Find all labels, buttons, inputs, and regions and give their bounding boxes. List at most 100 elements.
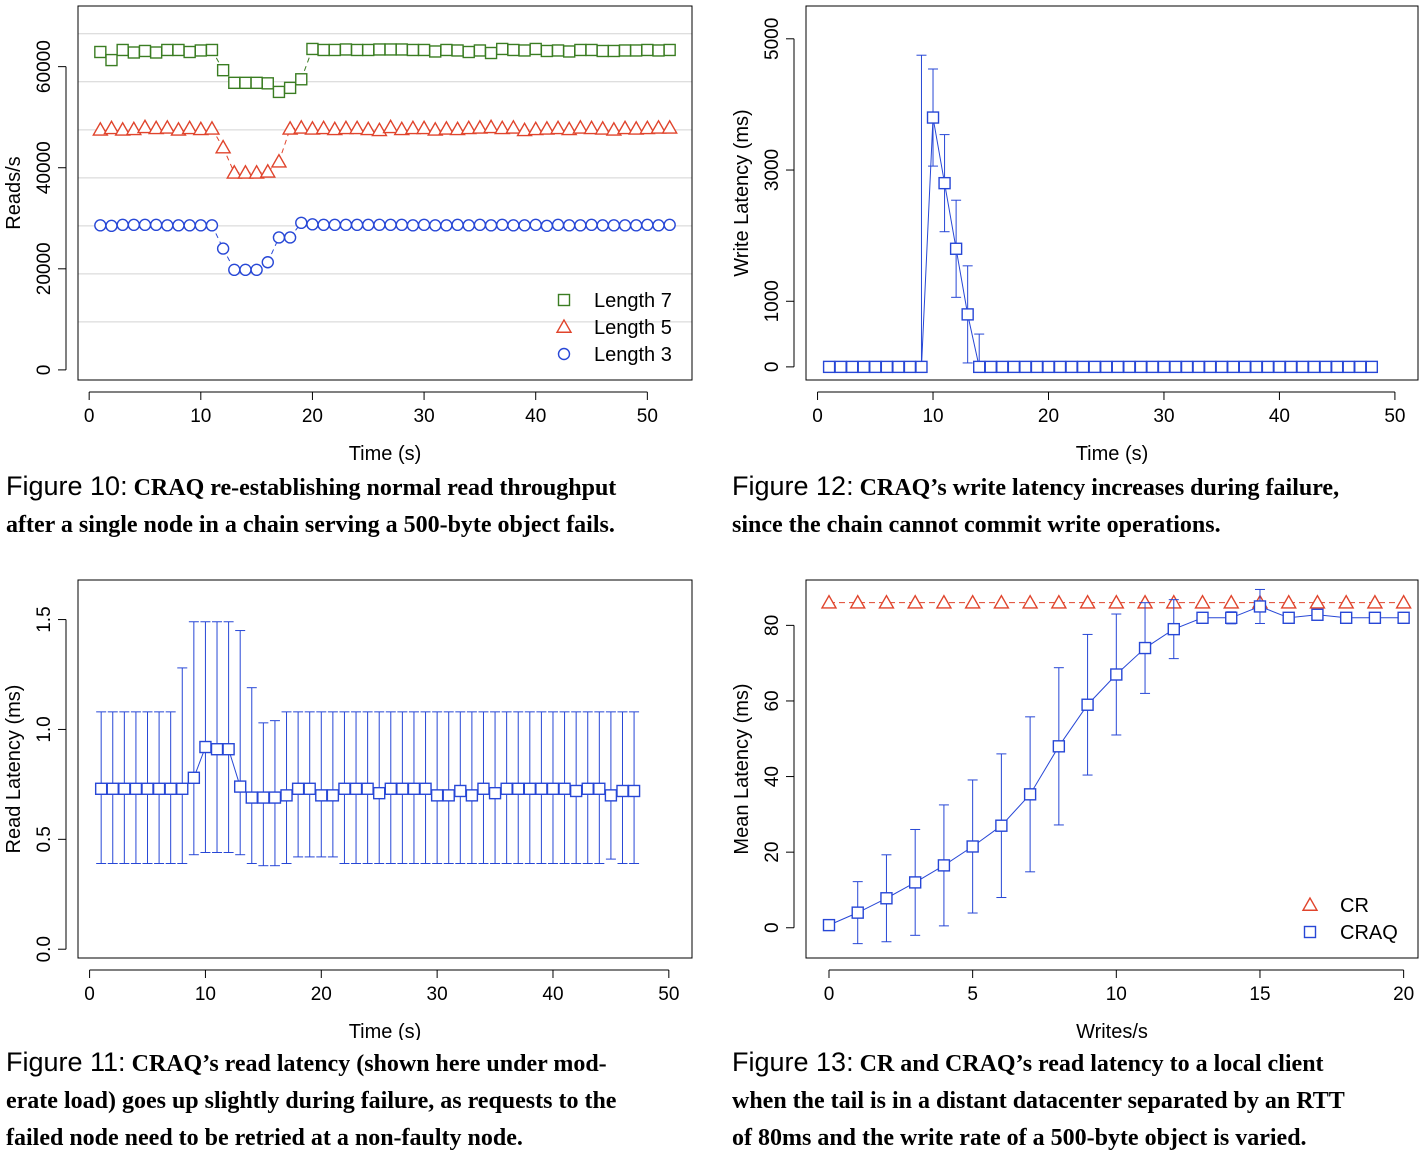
data-point (938, 176, 951, 190)
data-point (869, 360, 882, 374)
data-point (516, 121, 533, 137)
data-point (583, 119, 600, 135)
data-point (1088, 360, 1101, 374)
data-point (295, 73, 308, 86)
data-point (105, 53, 118, 67)
data-point (505, 119, 522, 134)
caption-line: CRAQ’s read latency (shown here under mo… (131, 1051, 607, 1077)
data-point (540, 219, 554, 233)
data-point (650, 119, 667, 134)
data-point (283, 81, 297, 95)
data-point (1065, 360, 1078, 374)
data-point (661, 119, 678, 134)
data-point (1157, 360, 1171, 374)
data-point (1282, 611, 1295, 624)
y-axis-label: Write Latency (ms) (731, 109, 753, 276)
data-point (261, 77, 274, 90)
series-line (829, 117, 1372, 368)
data-point (1123, 360, 1136, 374)
data-point (1273, 360, 1286, 374)
data-point (618, 219, 632, 232)
x-tick-label: 40 (525, 406, 546, 427)
data-point (604, 789, 618, 802)
plot-frame (77, 5, 693, 381)
data-point (181, 119, 198, 135)
data-point (1138, 641, 1152, 655)
data-point (473, 44, 487, 57)
x-tick-label: 20 (1393, 984, 1414, 1005)
data-point (149, 218, 163, 232)
data-point (1111, 360, 1124, 374)
data-point (348, 119, 366, 135)
data-point (248, 164, 265, 179)
x-tick-label: 20 (311, 984, 332, 1005)
data-point (114, 121, 131, 136)
data-point (127, 218, 141, 232)
x-tick-label: 5 (967, 984, 978, 1005)
data-point (362, 43, 375, 57)
data-point (663, 43, 676, 57)
data-point (926, 111, 940, 124)
figure-12-chart: 0 10 20 30 40 50 Time (s) 0 1000 3000 5000 Write La… (731, 5, 1419, 465)
y-tick-label: 0.5 (34, 826, 55, 852)
data-point (1366, 594, 1384, 609)
y-tick-label: 60000 (34, 40, 55, 93)
figure-11-label: Figure 11: (6, 1047, 126, 1077)
data-point (496, 218, 509, 232)
data-point (395, 218, 408, 232)
data-point (295, 216, 308, 230)
data-point (116, 43, 129, 57)
data-point (473, 218, 487, 232)
x-tick-label: 10 (922, 406, 943, 427)
y-axis-label: Read Latency (ms) (3, 685, 25, 854)
data-point (205, 219, 219, 232)
data-point (581, 782, 594, 795)
data-point (546, 782, 560, 795)
figure-10-label: Figure 10: (6, 471, 128, 501)
data-point (373, 43, 386, 56)
data-point (315, 789, 328, 802)
data-point (641, 43, 654, 57)
data-point (616, 119, 634, 135)
data-point (205, 43, 219, 57)
data-point (880, 360, 894, 374)
data-point (1354, 360, 1367, 374)
data-point (1319, 360, 1332, 374)
data-point (92, 121, 109, 136)
data-point (360, 120, 377, 136)
data-point (563, 45, 576, 58)
data-point (451, 218, 464, 232)
data-point (908, 876, 922, 889)
data-point (574, 43, 587, 57)
data-point (194, 44, 208, 57)
data-point (116, 218, 129, 232)
y-tick-label: 20000 (34, 242, 55, 295)
data-point (1215, 360, 1228, 374)
data-point (216, 63, 230, 77)
data-point (995, 819, 1008, 832)
data-point (594, 120, 611, 135)
data-point (961, 308, 974, 321)
data-point (250, 263, 263, 277)
data-point (1050, 594, 1068, 609)
data-point (1342, 360, 1355, 374)
data-point (317, 218, 330, 232)
data-point (203, 120, 221, 135)
data-point (1081, 698, 1094, 711)
data-point (652, 44, 665, 57)
data-point (949, 242, 963, 255)
data-point (1307, 360, 1321, 374)
caption-line: since the chain cannot commit write oper… (732, 512, 1221, 538)
y-tick-label: 5000 (762, 18, 783, 60)
data-point (183, 45, 196, 59)
data-point (214, 139, 232, 154)
caption-line: failed node need to be retried at a non-… (6, 1125, 523, 1151)
data-point (605, 121, 623, 136)
plot-frame (77, 579, 693, 959)
data-point (103, 119, 120, 135)
data-point (192, 120, 210, 136)
data-point (141, 782, 154, 795)
data-point (618, 44, 632, 57)
data-point (1203, 360, 1217, 374)
data-point (427, 121, 444, 136)
